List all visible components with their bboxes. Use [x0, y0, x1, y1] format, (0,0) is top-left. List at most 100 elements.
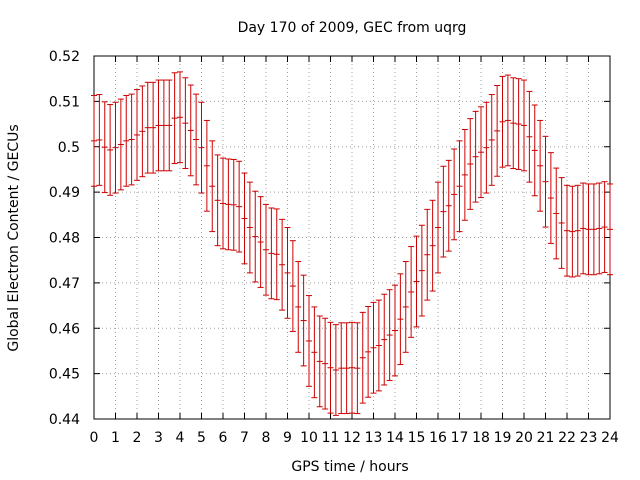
error-bar — [123, 94, 130, 187]
x-tick-label: 2 — [133, 430, 142, 446]
error-bar — [112, 101, 119, 194]
x-tick-label: 17 — [451, 430, 469, 446]
error-bar — [209, 140, 216, 233]
x-tick-label: 21 — [537, 430, 555, 446]
error-bar — [510, 77, 517, 170]
error-bar — [257, 196, 264, 288]
x-tick-label: 23 — [580, 430, 598, 446]
x-tick-label: 10 — [300, 430, 318, 446]
error-bar — [553, 167, 560, 260]
error-bar — [515, 78, 522, 170]
error-bar — [220, 157, 226, 250]
error-bar — [177, 71, 183, 164]
error-bar — [590, 183, 597, 276]
error-bar — [569, 185, 576, 278]
x-tick-label: 19 — [494, 430, 512, 446]
y-tick-label: 0.5 — [58, 140, 80, 156]
error-bar — [300, 274, 307, 367]
y-tick-label: 0.52 — [49, 49, 80, 65]
error-bar — [273, 208, 280, 301]
error-bar — [435, 181, 441, 274]
x-tick-label: 24 — [601, 430, 619, 446]
error-bar — [521, 79, 527, 172]
error-bar — [306, 295, 312, 387]
error-bar — [456, 140, 463, 233]
error-bar — [316, 315, 323, 408]
error-bar — [198, 101, 205, 194]
error-bar — [488, 94, 495, 186]
error-bar — [338, 322, 345, 415]
x-tick-label: 20 — [515, 430, 533, 446]
error-bar — [408, 246, 415, 338]
error-bar — [499, 75, 506, 168]
error-bar — [461, 129, 468, 221]
error-bar — [547, 152, 554, 244]
error-bar — [596, 182, 603, 275]
x-tick-label: 18 — [472, 430, 490, 446]
error-bar — [107, 104, 114, 196]
x-tick-label: 1 — [111, 430, 120, 446]
error-bar — [246, 181, 253, 274]
error-bar — [375, 299, 382, 392]
error-bar — [564, 184, 570, 277]
error-bar — [558, 177, 565, 269]
error-bar — [214, 154, 221, 247]
y-tick-label: 0.46 — [49, 321, 80, 337]
x-tick-label: 12 — [343, 430, 361, 446]
y-tick-label: 0.44 — [49, 412, 80, 428]
x-tick-label: 4 — [176, 430, 185, 446]
y-tick-label: 0.47 — [49, 276, 80, 292]
x-tick-label: 16 — [429, 430, 447, 446]
error-bar — [494, 84, 501, 177]
error-bar — [252, 190, 259, 283]
x-tick-label: 13 — [365, 430, 383, 446]
error-bar — [402, 261, 409, 353]
x-tick-label: 5 — [197, 430, 206, 446]
error-bar — [166, 79, 173, 172]
error-bar — [478, 106, 484, 199]
x-tick-label: 7 — [240, 430, 249, 446]
error-bar — [236, 160, 243, 253]
error-bar — [327, 321, 334, 414]
error-bar — [96, 94, 103, 186]
error-bar — [268, 207, 275, 300]
y-tick-labels: 0.44 0.45 0.46 0.47 0.48 0.49 0.5 0.51 0.52 — [49, 49, 80, 428]
error-bar — [322, 317, 329, 410]
error-bar — [349, 321, 355, 414]
error-bar — [101, 101, 108, 194]
x-tick-label: 9 — [283, 430, 292, 446]
x-axis-label: GPS time / hours — [291, 459, 408, 475]
error-bar — [279, 218, 286, 311]
error-bar — [472, 110, 479, 203]
error-bar — [370, 301, 377, 394]
error-bar — [128, 93, 135, 186]
error-bar — [343, 322, 350, 415]
series — [91, 71, 613, 416]
error-bar — [311, 306, 318, 399]
error-bar — [155, 79, 162, 172]
error-bar — [171, 72, 178, 165]
error-bar — [601, 181, 608, 273]
error-bar — [580, 182, 587, 275]
error-bar — [451, 148, 458, 241]
y-axis-label: Global Electron Content / GECUs — [6, 124, 22, 351]
x-tick-label: 11 — [322, 430, 340, 446]
error-bar — [381, 293, 388, 386]
x-tick-label: 8 — [262, 430, 271, 446]
error-bar — [187, 84, 194, 177]
error-bar — [445, 159, 452, 252]
error-bar — [354, 322, 361, 415]
y-tick-label: 0.49 — [49, 185, 80, 201]
error-bar — [429, 199, 436, 292]
error-bar — [440, 165, 447, 258]
error-bar — [574, 184, 581, 277]
error-bar — [397, 273, 404, 366]
error-bar — [531, 104, 538, 197]
x-tick-label: 3 — [154, 430, 163, 446]
error-bar — [467, 118, 474, 210]
error-bar — [139, 85, 146, 178]
error-bar — [203, 119, 210, 212]
error-bar — [263, 203, 269, 296]
error-bar — [289, 240, 296, 332]
error-bar — [182, 77, 189, 170]
